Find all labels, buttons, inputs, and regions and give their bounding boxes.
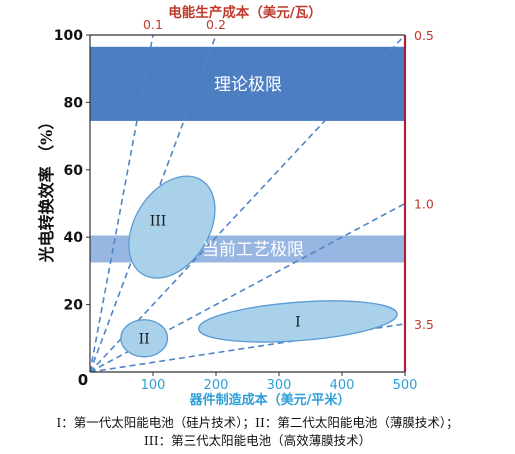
- region-III: [128, 175, 216, 279]
- cost-line-0.1: [90, 35, 154, 372]
- band-label-2: 当前工艺极限: [202, 240, 304, 260]
- y-tick-label-100: 100: [54, 28, 83, 44]
- right-tick-label-4: 1.0: [414, 197, 434, 212]
- x-tick-label-200: 200: [204, 378, 229, 393]
- x-tick-label-500: 500: [393, 378, 418, 393]
- y-tick-label-20: 20: [64, 298, 84, 314]
- cost-line-0.5: [90, 35, 405, 372]
- band-1: [90, 46, 405, 121]
- y-axis-label: 光电转换效率 （%）: [37, 114, 56, 264]
- top-tick-label-2: 0.2: [206, 17, 226, 32]
- x-axis-label: 器件制造成本（美元/平米）: [189, 392, 351, 408]
- region-II: [120, 319, 169, 358]
- region-label-III: III: [150, 213, 167, 229]
- y-tick-label-60: 60: [64, 163, 84, 179]
- band-label-1: 理论极限: [214, 75, 282, 95]
- origin-label: 0: [78, 371, 88, 389]
- region-label-I: I: [295, 314, 301, 330]
- top-tick-label-1: 0.1: [143, 17, 163, 32]
- right-tick-label-5: 3.5: [414, 317, 434, 332]
- region-label-II: II: [139, 331, 150, 347]
- x-tick-label-400: 400: [330, 378, 355, 393]
- x-tick-label-300: 300: [267, 378, 292, 393]
- caption-line-2: III：第三代太阳能电池（高效薄膜技术）: [143, 433, 372, 448]
- right-tick-label-3: 0.5: [414, 28, 434, 43]
- y-tick-label-80: 80: [64, 95, 84, 111]
- y-tick-label-40: 40: [64, 230, 84, 246]
- x-tick-label-100: 100: [141, 378, 166, 393]
- region-I: [197, 300, 398, 343]
- top-axis-label: 电能生产成本（美元/瓦）: [168, 4, 321, 21]
- caption-line-1: I：第一代太阳能电池（硅片技术）；II：第二代太阳能电池（薄膜技术）；: [56, 415, 459, 430]
